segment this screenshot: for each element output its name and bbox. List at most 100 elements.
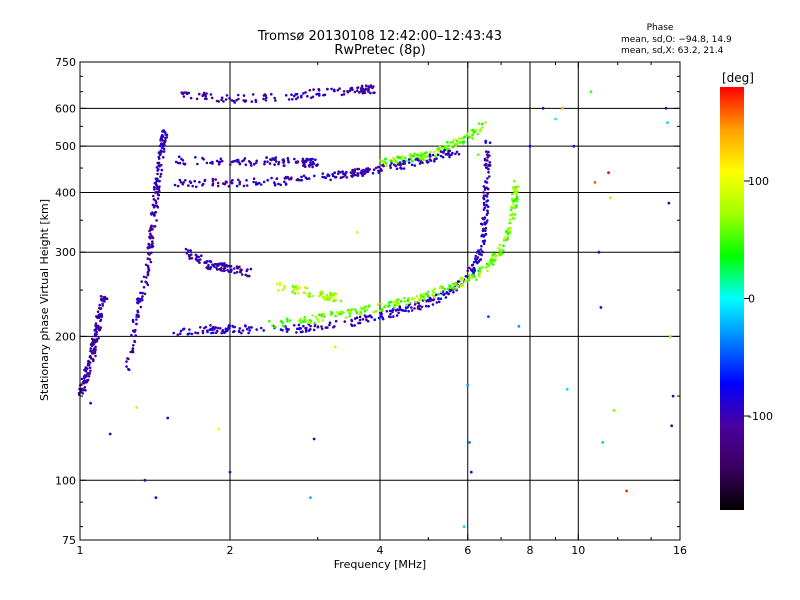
- echo-point: [470, 269, 474, 272]
- echo-point: [191, 184, 194, 188]
- echo-point: [511, 192, 514, 196]
- echo-point: [173, 183, 177, 187]
- echo-point: [300, 175, 303, 179]
- echo-point: [189, 249, 192, 252]
- echo-point: [482, 185, 486, 188]
- echo-point: [87, 360, 90, 363]
- echo-point: [159, 175, 162, 178]
- echo-point: [181, 182, 185, 186]
- echo-point: [201, 329, 205, 333]
- echo-point: [396, 303, 400, 307]
- echo-point: [150, 245, 154, 249]
- echo-point: [195, 254, 198, 257]
- echo-point: [335, 292, 338, 296]
- echo-point: [282, 158, 285, 161]
- echo-point: [143, 478, 147, 482]
- echo-point: [480, 234, 483, 238]
- echo-point: [232, 330, 235, 334]
- echo-point: [240, 273, 244, 276]
- echo-point: [157, 193, 160, 197]
- echo-point: [142, 285, 146, 289]
- echo-point: [224, 180, 228, 183]
- echo-point: [449, 145, 453, 148]
- echo-point: [136, 310, 140, 314]
- echo-point: [593, 181, 597, 184]
- echo-point: [220, 159, 224, 163]
- echo-point: [295, 178, 299, 182]
- echo-point: [215, 268, 219, 271]
- echo-point: [369, 91, 372, 95]
- echo-point: [368, 304, 371, 307]
- echo-point: [153, 211, 157, 214]
- echo-point: [392, 315, 395, 318]
- echo-point: [189, 96, 193, 100]
- echo-point: [301, 157, 305, 161]
- echo-point: [391, 308, 395, 312]
- echo-point: [278, 281, 282, 285]
- echo-point: [230, 160, 234, 164]
- echo-point: [399, 300, 403, 303]
- echo-point: [327, 174, 331, 177]
- echo-point: [664, 106, 668, 110]
- echo-point: [482, 191, 485, 194]
- echo-point: [437, 300, 441, 304]
- echo-point: [156, 172, 159, 176]
- echo-point: [297, 323, 301, 327]
- echo-point: [312, 88, 315, 91]
- echo-point: [84, 375, 87, 379]
- echo-point: [149, 260, 153, 264]
- echo-point: [452, 138, 456, 141]
- echo-point: [397, 311, 400, 315]
- echo-point: [413, 303, 417, 306]
- echo-point: [312, 328, 316, 332]
- echo-point: [418, 162, 422, 165]
- echo-point: [419, 151, 423, 155]
- echo-point: [353, 324, 357, 327]
- echo-point: [162, 147, 166, 151]
- echo-point: [432, 150, 436, 154]
- echo-point: [399, 166, 402, 170]
- echo-point: [338, 87, 341, 90]
- echo-point: [468, 441, 471, 444]
- echo-point: [151, 203, 155, 207]
- echo-point: [184, 247, 188, 251]
- echo-point: [328, 295, 332, 299]
- echo-point: [148, 253, 151, 256]
- echo-point: [325, 293, 329, 297]
- echo-point: [417, 298, 421, 302]
- echo-point: [196, 162, 199, 166]
- echo-point: [311, 165, 314, 169]
- echo-point: [249, 161, 253, 165]
- echo-point: [87, 374, 91, 378]
- colorbar-label: [deg]: [722, 71, 754, 85]
- echo-point: [155, 219, 158, 222]
- x-tick-label: 4: [377, 544, 384, 557]
- echo-point: [87, 363, 91, 367]
- echo-point: [281, 328, 284, 332]
- echo-point: [422, 296, 426, 300]
- echo-point: [159, 153, 162, 157]
- echo-point: [247, 160, 251, 163]
- echo-point: [205, 260, 209, 263]
- echo-point: [366, 167, 370, 171]
- echo-point: [491, 258, 495, 261]
- echo-point: [369, 84, 373, 87]
- echo-point: [415, 294, 419, 298]
- echo-point: [159, 149, 163, 152]
- echo-point: [237, 97, 240, 101]
- echo-point: [477, 122, 481, 125]
- y-tick-label: 600: [55, 102, 76, 115]
- echo-point: [373, 318, 377, 322]
- echo-point: [99, 326, 103, 329]
- echo-point: [512, 186, 515, 190]
- echo-point: [293, 157, 296, 161]
- echo-point: [92, 343, 95, 346]
- echo-point: [487, 150, 490, 154]
- echo-point: [96, 310, 100, 314]
- echo-point: [488, 161, 492, 164]
- echo-point: [342, 90, 346, 93]
- echo-point: [377, 316, 381, 320]
- echo-point: [309, 319, 313, 323]
- echo-point: [273, 325, 277, 329]
- echo-point: [299, 321, 302, 325]
